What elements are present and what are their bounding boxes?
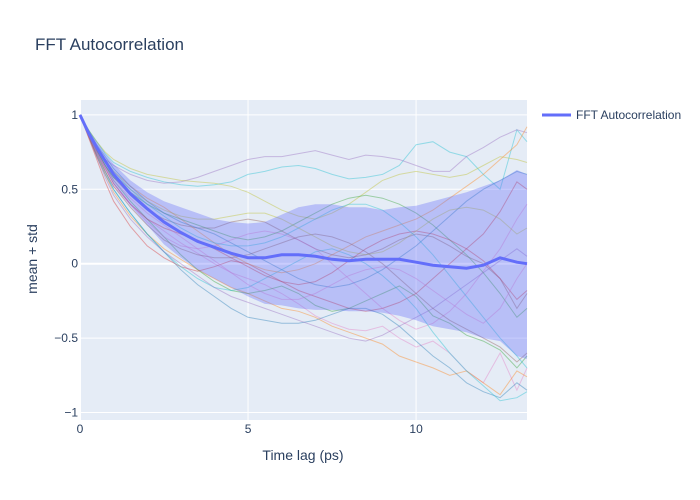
- x-axis-label: Time lag (ps): [262, 447, 343, 463]
- trajectory-line: [79, 114, 528, 402]
- x-tick-label: 10: [409, 422, 423, 436]
- legend-label: FFT Autocorrelation: [576, 108, 681, 122]
- trajectory-line: [79, 114, 528, 256]
- y-tick-label: 1: [71, 108, 78, 122]
- y-tick-label: 0: [71, 257, 78, 271]
- trajectory-line: [79, 114, 528, 342]
- trajectory-line: [79, 114, 528, 369]
- trajectory-line: [79, 114, 528, 220]
- trajectory-line: [79, 114, 528, 274]
- legend[interactable]: FFT Autocorrelation: [542, 108, 681, 122]
- y-tick-label: −0.5: [54, 331, 78, 345]
- trajectory-line: [79, 114, 528, 330]
- trajectory-line: [79, 114, 528, 369]
- trajectory-line: [79, 114, 528, 289]
- x-axis-ticks: 0 5 10: [77, 422, 423, 436]
- trajectory-line: [79, 114, 528, 324]
- trajectory-line: [79, 114, 528, 392]
- chart-title: FFT Autocorrelation: [35, 35, 184, 54]
- x-tick-label: 0: [77, 422, 84, 436]
- y-tick-label: 0.5: [61, 182, 78, 196]
- trajectory-line: [79, 114, 528, 396]
- x-tick-label: 5: [245, 422, 252, 436]
- plot-area: [80, 100, 527, 420]
- trajectory-line: [79, 114, 528, 184]
- trajectory-line: [79, 114, 528, 191]
- grid: [79, 100, 527, 420]
- trajectory-line: [79, 114, 528, 312]
- mean-line: [78, 114, 528, 270]
- trajectory-line: [79, 114, 528, 399]
- trajectory-lines: [79, 114, 528, 402]
- trajectory-line: [79, 114, 528, 301]
- trajectory-line: [79, 114, 528, 363]
- y-axis-ticks: −1 −0.5 0 0.5 1: [54, 108, 78, 420]
- y-axis-label: mean + std: [24, 224, 40, 294]
- std-band: [80, 114, 527, 360]
- y-tick-label: −1: [64, 406, 78, 420]
